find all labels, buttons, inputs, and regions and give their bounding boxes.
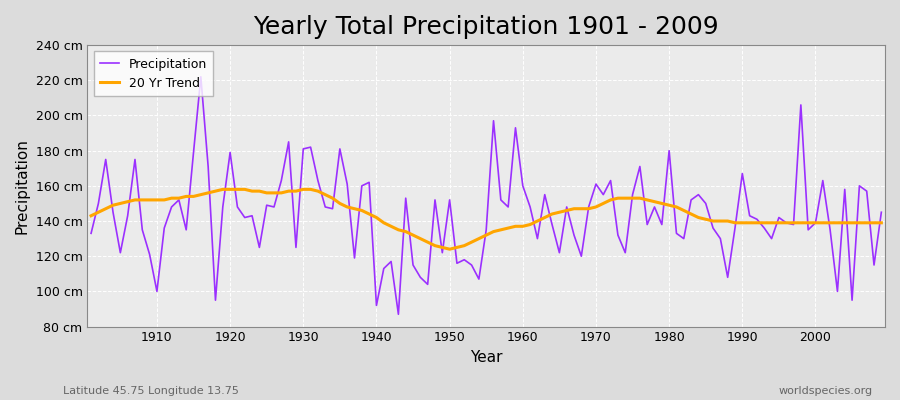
Precipitation bbox=[86, 231, 96, 236]
20 Yr Trend bbox=[312, 189, 323, 194]
X-axis label: Year: Year bbox=[470, 350, 502, 365]
Line: Precipitation: Precipitation bbox=[91, 77, 881, 314]
Precipitation bbox=[195, 74, 206, 79]
Precipitation bbox=[312, 178, 323, 183]
20 Yr Trend bbox=[445, 247, 455, 252]
Title: Yearly Total Precipitation 1901 - 2009: Yearly Total Precipitation 1901 - 2009 bbox=[254, 15, 719, 39]
Line: 20 Yr Trend: 20 Yr Trend bbox=[91, 189, 881, 249]
20 Yr Trend bbox=[86, 213, 96, 218]
20 Yr Trend bbox=[525, 222, 535, 227]
Precipitation bbox=[393, 312, 404, 317]
Legend: Precipitation, 20 Yr Trend: Precipitation, 20 Yr Trend bbox=[94, 51, 213, 96]
20 Yr Trend bbox=[620, 196, 631, 200]
20 Yr Trend bbox=[876, 220, 886, 225]
Text: worldspecies.org: worldspecies.org bbox=[778, 386, 873, 396]
Precipitation bbox=[876, 210, 886, 215]
Y-axis label: Precipitation: Precipitation bbox=[15, 138, 30, 234]
20 Yr Trend bbox=[532, 219, 543, 224]
Precipitation bbox=[356, 184, 367, 188]
Precipitation bbox=[532, 236, 543, 241]
20 Yr Trend bbox=[356, 208, 367, 213]
Precipitation bbox=[144, 252, 155, 257]
Precipitation bbox=[620, 250, 631, 255]
20 Yr Trend bbox=[144, 198, 155, 202]
Precipitation bbox=[525, 204, 535, 209]
20 Yr Trend bbox=[218, 187, 229, 192]
Text: Latitude 45.75 Longitude 13.75: Latitude 45.75 Longitude 13.75 bbox=[63, 386, 238, 396]
